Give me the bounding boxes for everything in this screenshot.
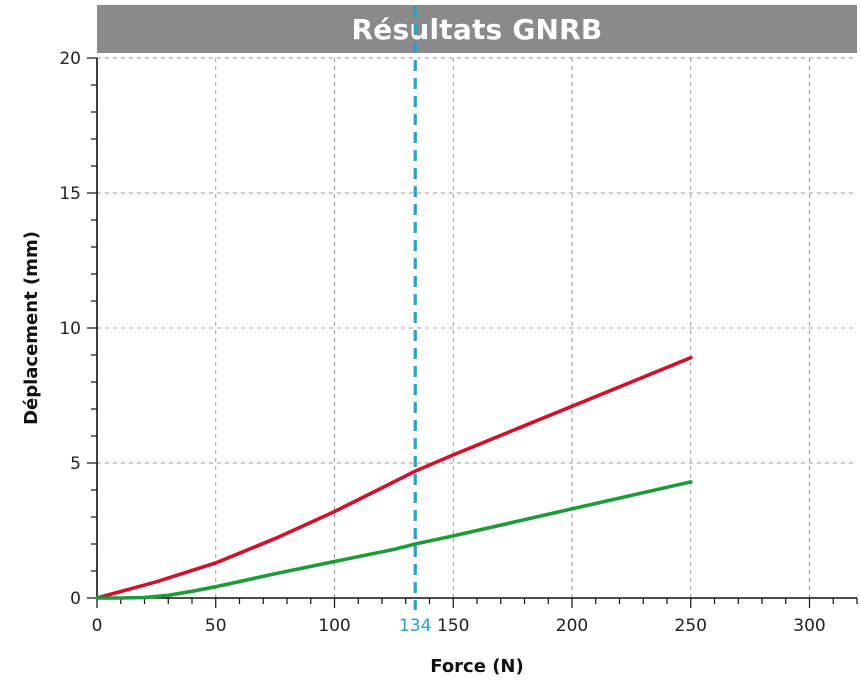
x-tick-label: 100 bbox=[318, 616, 350, 636]
reference-line-label: 134 bbox=[399, 616, 431, 636]
x-tick-label: 250 bbox=[675, 616, 707, 636]
x-tick-label: 50 bbox=[205, 616, 227, 636]
series-line-1 bbox=[95, 355, 693, 600]
y-tick-label: 5 bbox=[70, 454, 81, 474]
reference-line-group: 134 bbox=[393, 6, 438, 636]
chart-title: Résultats GNRB bbox=[97, 5, 857, 53]
reference-label-bg bbox=[393, 612, 438, 636]
x-tick-label: 200 bbox=[556, 616, 588, 636]
x-axis-title: Force (N) bbox=[430, 656, 523, 677]
y-tick-label: 0 bbox=[70, 589, 81, 609]
x-tick-label: 150 bbox=[437, 616, 469, 636]
grid bbox=[97, 57, 857, 598]
y-axis-title: Déplacement (mm) bbox=[21, 231, 42, 425]
x-tick-label: 0 bbox=[92, 616, 103, 636]
y-tick-label: 10 bbox=[59, 319, 81, 339]
y-tick-label: 20 bbox=[59, 49, 81, 69]
y-tick-label: 15 bbox=[59, 184, 81, 204]
x-tick-label: 300 bbox=[793, 616, 825, 636]
series-group bbox=[95, 355, 693, 600]
ticks: 0 50 100 150 200 250 300 0 5 10 15 20 bbox=[59, 49, 858, 636]
series-line-2 bbox=[95, 480, 693, 600]
